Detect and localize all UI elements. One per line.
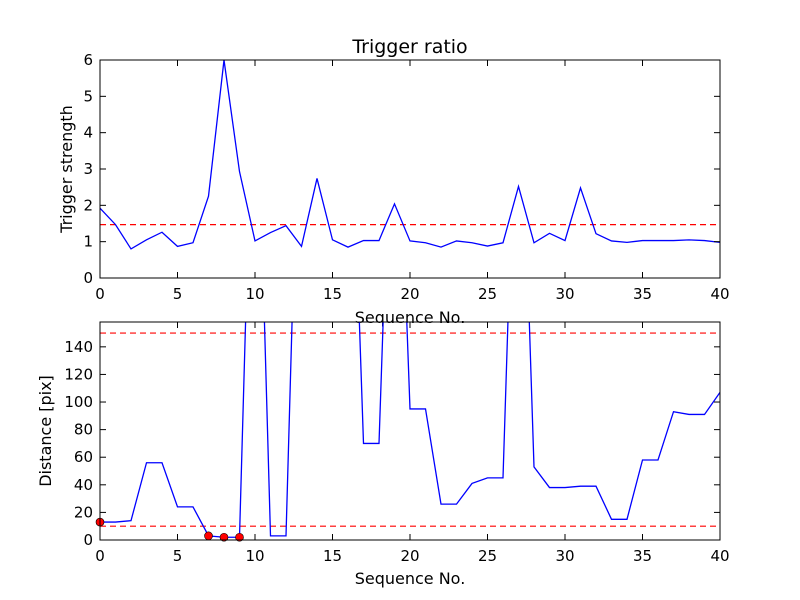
y-tick-label: 20 [74, 503, 93, 521]
x-axis-label: Sequence No. [355, 569, 466, 588]
x-tick-label: 20 [400, 547, 419, 565]
x-tick-label: 15 [323, 285, 342, 303]
y-axis-label: Trigger strength [57, 105, 76, 234]
series-line [100, 322, 720, 538]
y-tick-label: 120 [64, 365, 93, 383]
y-tick-label: 3 [83, 160, 93, 178]
x-tick-label: 30 [555, 285, 574, 303]
x-tick-label: 25 [478, 547, 497, 565]
y-tick-label: 2 [83, 196, 93, 214]
y-tick-label: 4 [83, 124, 93, 142]
distance-axes: 0 5 10 15 20 25 30 35 40 0 20 40 60 80 100 120 140 Sequ… [36, 321, 730, 588]
y-tick-label: 100 [64, 393, 93, 411]
series-line [100, 60, 720, 250]
x-tick-label: 10 [245, 547, 264, 565]
x-tick-label: 25 [478, 285, 497, 303]
y-tick-label: 5 [83, 87, 93, 105]
y-tick-label: 6 [83, 51, 93, 69]
x-tick-label: 40 [710, 547, 729, 565]
y-tick-label: 40 [74, 476, 93, 494]
x-tick-label: 20 [400, 285, 419, 303]
x-tick-label: 40 [710, 285, 729, 303]
y-ticks: 0 20 40 60 80 100 120 140 [64, 338, 720, 549]
x-tick-label: 35 [633, 285, 652, 303]
x-ticks: 0 5 10 15 20 25 30 35 40 [95, 322, 730, 565]
data-point-marker [219, 532, 229, 542]
x-tick-label: 15 [323, 547, 342, 565]
chart-title: Trigger ratio [351, 36, 467, 58]
x-tick-label: 35 [633, 547, 652, 565]
x-tick-label: 0 [95, 547, 105, 565]
y-ticks: 0 1 2 3 4 5 6 [83, 51, 720, 287]
data-point-marker [204, 531, 213, 541]
y-tick-label: 80 [74, 421, 93, 439]
data-point-marker [235, 532, 244, 542]
x-tick-label: 10 [245, 285, 264, 303]
y-tick-label: 60 [74, 448, 93, 466]
x-tick-label: 5 [173, 285, 183, 303]
x-tick-label: 30 [555, 547, 574, 565]
series-layer [100, 322, 720, 538]
y-tick-label: 1 [83, 233, 93, 251]
x-tick-label: 5 [173, 547, 183, 565]
y-tick-label: 0 [83, 269, 93, 287]
y-tick-label: 140 [64, 338, 93, 356]
series-layer [100, 60, 720, 250]
x-tick-label: 0 [95, 285, 105, 303]
x-ticks: 0 5 10 15 20 25 30 35 40 [95, 60, 730, 303]
y-axis-label: Distance [pix] [36, 375, 55, 487]
y-tick-label: 0 [83, 531, 93, 549]
